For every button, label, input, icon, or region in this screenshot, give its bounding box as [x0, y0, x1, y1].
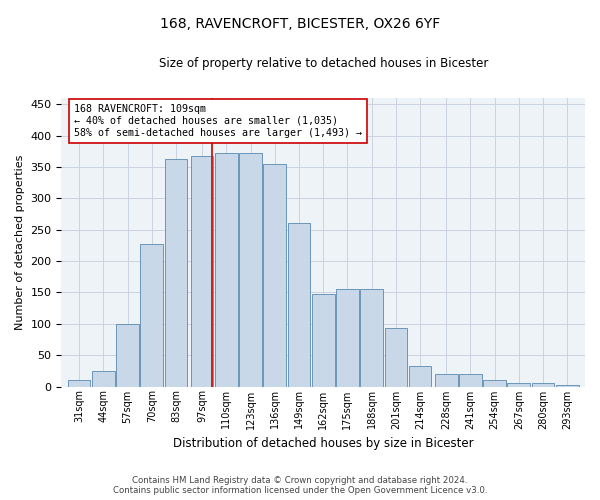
Bar [215, 152, 238, 386]
Bar [312, 294, 335, 386]
Text: 168, RAVENCROFT, BICESTER, OX26 6YF: 168, RAVENCROFT, BICESTER, OX26 6YF [160, 18, 440, 32]
Bar [140, 244, 163, 386]
Bar [239, 152, 262, 386]
Bar [385, 328, 407, 386]
Bar [459, 374, 482, 386]
Bar [164, 159, 187, 386]
Title: Size of property relative to detached houses in Bicester: Size of property relative to detached ho… [158, 58, 488, 70]
Bar [360, 290, 383, 386]
Text: 168 RAVENCROFT: 109sqm
← 40% of detached houses are smaller (1,035)
58% of semi-: 168 RAVENCROFT: 109sqm ← 40% of detached… [74, 104, 362, 138]
Bar [508, 384, 530, 386]
Bar [556, 384, 578, 386]
Bar [409, 366, 431, 386]
Bar [263, 164, 286, 386]
Text: Contains HM Land Registry data © Crown copyright and database right 2024.
Contai: Contains HM Land Registry data © Crown c… [113, 476, 487, 495]
Bar [287, 224, 310, 386]
Bar [435, 374, 458, 386]
Y-axis label: Number of detached properties: Number of detached properties [15, 154, 25, 330]
Bar [116, 324, 139, 386]
Bar [191, 156, 214, 386]
Bar [92, 371, 115, 386]
Bar [68, 380, 91, 386]
Bar [336, 290, 359, 386]
Bar [483, 380, 506, 386]
Bar [532, 384, 554, 386]
X-axis label: Distribution of detached houses by size in Bicester: Distribution of detached houses by size … [173, 437, 473, 450]
